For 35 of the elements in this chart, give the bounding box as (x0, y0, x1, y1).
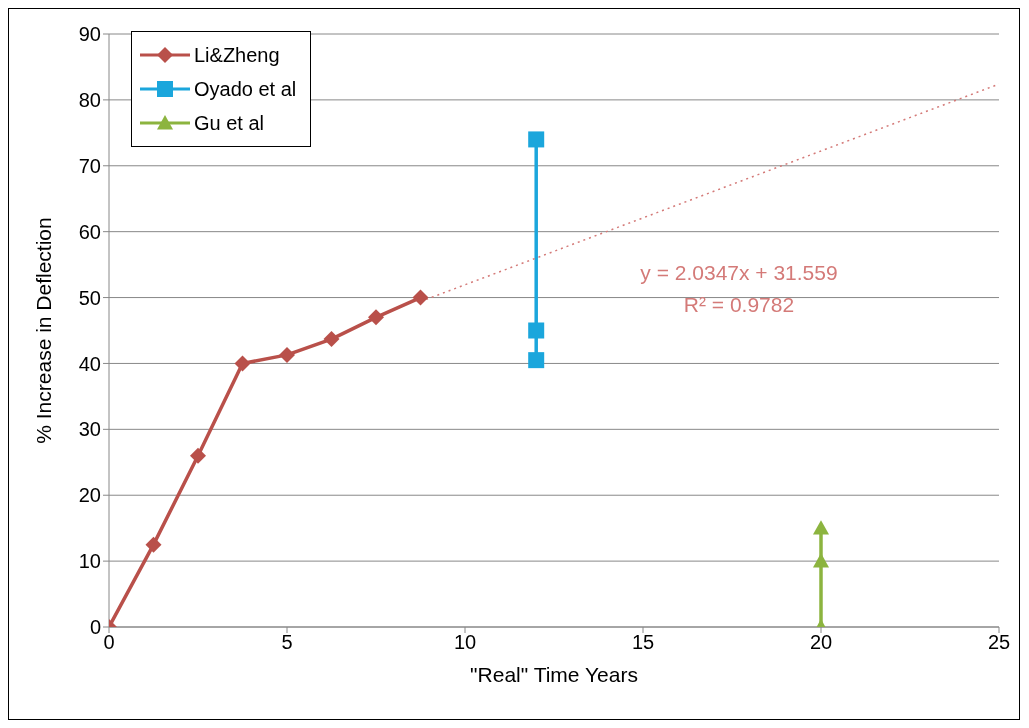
annotation: y = 2.0347x + 31.559 (639, 261, 839, 285)
point (528, 131, 545, 148)
point (528, 352, 545, 369)
annotation: R² = 0.9782 (682, 293, 796, 317)
point (323, 331, 340, 348)
x-tick-label: 15 (631, 631, 655, 654)
y-tick-label: 70 (78, 154, 101, 177)
y-tick-label: 10 (78, 550, 101, 573)
point (279, 346, 295, 363)
point (813, 553, 829, 568)
point (813, 520, 829, 535)
point (368, 309, 384, 326)
y-tick-label: 30 (78, 418, 101, 441)
y-tick-label: 40 (78, 352, 101, 375)
point (190, 447, 206, 464)
x-tick-label: 25 (987, 631, 1011, 654)
x-axis-title: "Real" Time Years (470, 663, 638, 686)
y-tick-label: 80 (78, 88, 101, 111)
point (412, 289, 429, 306)
x-tick-label: 5 (281, 631, 293, 654)
x-tick-label: 0 (103, 631, 115, 654)
y-tick-label: 0 (89, 616, 101, 639)
point (145, 536, 162, 553)
y-tick-label: 90 (78, 23, 101, 46)
x-tick-label: 10 (453, 631, 477, 654)
x-tick-label: 20 (809, 631, 833, 654)
legend-label: Oyado et al (194, 77, 297, 101)
y-axis-title: % Increase in Deflection (32, 217, 56, 444)
y-tick-label: 20 (78, 484, 101, 507)
y-tick-label: 60 (78, 220, 101, 243)
y-tick-label: 50 (78, 286, 101, 309)
point (234, 355, 251, 372)
legend-label: Li&Zheng (194, 43, 280, 67)
legend-label: Gu et al (194, 111, 265, 135)
point (528, 322, 545, 339)
